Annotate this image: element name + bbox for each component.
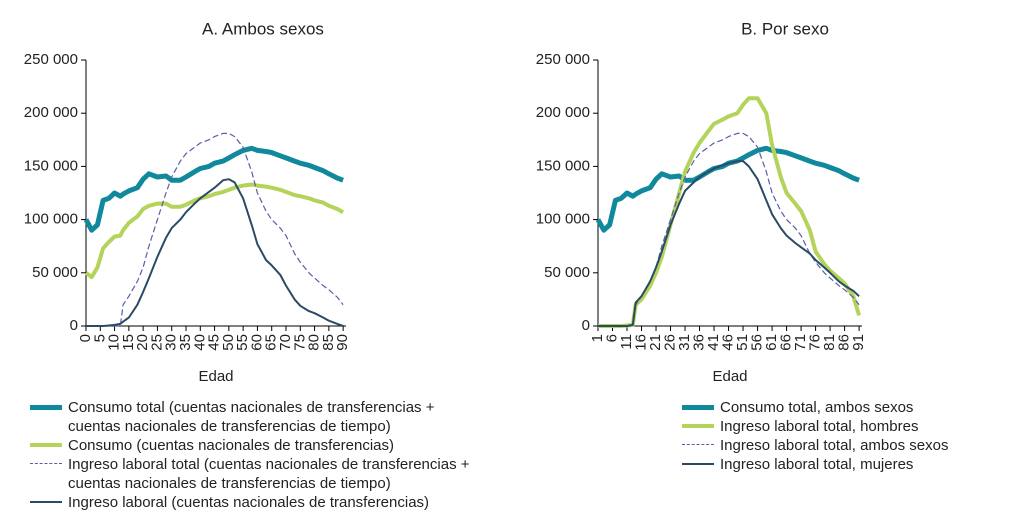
- x-tick-label: 5: [91, 334, 108, 342]
- legend-label: Ingreso laboral total (cuentas nacionale…: [68, 456, 470, 492]
- x-tick-label: 25: [148, 334, 165, 351]
- x-tick-label: 6: [603, 334, 620, 342]
- x-tick-label: 35: [177, 334, 194, 351]
- data-line: [598, 96, 862, 328]
- y-tick-label: 50 000: [544, 264, 590, 281]
- x-tick-label: 40: [191, 334, 208, 351]
- x-tick-label: 91: [850, 334, 867, 351]
- x-tick-label: 11: [618, 334, 635, 350]
- x-tick-label: 70: [277, 334, 294, 351]
- x-tick-label: 86: [836, 334, 853, 351]
- data-line: [86, 178, 344, 327]
- y-tick-label: 250 000: [24, 51, 78, 68]
- x-tick-label: 55: [234, 334, 251, 351]
- x-tick-label: 31: [676, 334, 693, 351]
- x-axis-label: Edad: [198, 368, 233, 385]
- legend-item: Ingreso laboral total (cuentas nacionale…: [30, 455, 490, 493]
- y-tick-label: 0: [70, 317, 78, 334]
- data-line: [84, 182, 345, 280]
- legend-label: Ingreso laboral (cuentas nacionales de t…: [68, 494, 430, 511]
- chart-title: A. Ambos sexos: [202, 19, 324, 38]
- y-tick-label: 200 000: [24, 104, 78, 121]
- y-tick-label: 150 000: [24, 157, 78, 174]
- legend-label: Ingreso laboral total, ambos sexos: [720, 437, 949, 454]
- legend-swatch: [682, 404, 714, 410]
- x-tick-label: 15: [120, 334, 137, 351]
- x-tick-label: 45: [206, 334, 223, 351]
- x-tick-label: 26: [661, 334, 678, 351]
- legend-swatch: [30, 404, 62, 410]
- x-tick-label: 51: [734, 334, 751, 351]
- x-tick-label: 85: [320, 334, 337, 351]
- data-line: [83, 145, 344, 233]
- x-tick-label: 50: [220, 334, 237, 351]
- x-tick-label: 61: [763, 334, 780, 351]
- legend-item: Consumo total (cuentas nacionales de tra…: [30, 398, 490, 436]
- data-line: [86, 132, 344, 327]
- legend-swatch: [682, 444, 714, 446]
- x-tick-label: 60: [248, 334, 265, 351]
- x-tick-label: 30: [163, 334, 180, 351]
- legend-item: Ingreso laboral total, hombres: [682, 417, 1022, 436]
- y-tick-label: 50 000: [32, 264, 78, 281]
- x-tick-label: 80: [306, 334, 323, 351]
- legend-item: Ingreso laboral total, mujeres: [682, 455, 1022, 474]
- x-tick-label: 56: [749, 334, 766, 351]
- legend-swatch: [30, 463, 62, 465]
- chart-title: B. Por sexo: [741, 19, 829, 38]
- x-tick-label: 71: [792, 334, 809, 351]
- x-tick-label: 46: [720, 334, 737, 351]
- legend-label: Ingreso laboral total, mujeres: [720, 456, 914, 473]
- x-tick-label: 0: [77, 334, 94, 342]
- x-tick-label: 76: [807, 334, 824, 351]
- legend-label: Consumo total (cuentas nacionales de tra…: [68, 399, 435, 435]
- legend-label: Consumo (cuentas nacionales de transfere…: [68, 437, 395, 454]
- legend-label: Consumo total, ambos sexos: [720, 399, 914, 416]
- x-tick-label: 81: [821, 334, 838, 351]
- data-line: [595, 145, 860, 233]
- x-tick-label: 36: [691, 334, 708, 351]
- y-tick-label: 250 000: [536, 51, 590, 68]
- legend-swatch: [682, 424, 714, 428]
- legend: Consumo total (cuentas nacionales de tra…: [30, 398, 490, 512]
- legend: Consumo total, ambos sexos Ingreso labora…: [682, 398, 1022, 474]
- x-tick-label: 65: [263, 334, 280, 351]
- x-tick-label: 21: [647, 334, 664, 351]
- y-tick-label: 100 000: [536, 211, 590, 228]
- legend-item: Ingreso laboral (cuentas nacionales de t…: [30, 493, 490, 512]
- y-tick-label: 0: [582, 317, 590, 334]
- x-tick-label: 16: [632, 334, 649, 351]
- legend-swatch: [30, 501, 62, 503]
- legend-item: Ingreso laboral total, ambos sexos: [682, 436, 1022, 455]
- x-tick-label: 20: [134, 334, 151, 351]
- legend-label: Ingreso laboral total, hombres: [720, 418, 919, 435]
- x-tick-label: 10: [106, 334, 123, 351]
- y-tick-label: 100 000: [24, 211, 78, 228]
- legend-swatch: [30, 443, 62, 447]
- y-tick-label: 200 000: [536, 104, 590, 121]
- x-tick-label: 41: [705, 334, 722, 351]
- x-tick-label: 90: [334, 334, 351, 351]
- legend-item: Consumo (cuentas nacionales de transfere…: [30, 436, 490, 455]
- legend-swatch: [682, 463, 714, 465]
- data-line: [598, 160, 860, 327]
- x-tick-label: 1: [589, 334, 606, 342]
- x-axis-label: Edad: [712, 368, 747, 385]
- x-tick-label: 75: [291, 334, 308, 351]
- y-tick-label: 150 000: [536, 157, 590, 174]
- legend-item: Consumo total, ambos sexos: [682, 398, 1022, 417]
- x-tick-label: 66: [778, 334, 795, 351]
